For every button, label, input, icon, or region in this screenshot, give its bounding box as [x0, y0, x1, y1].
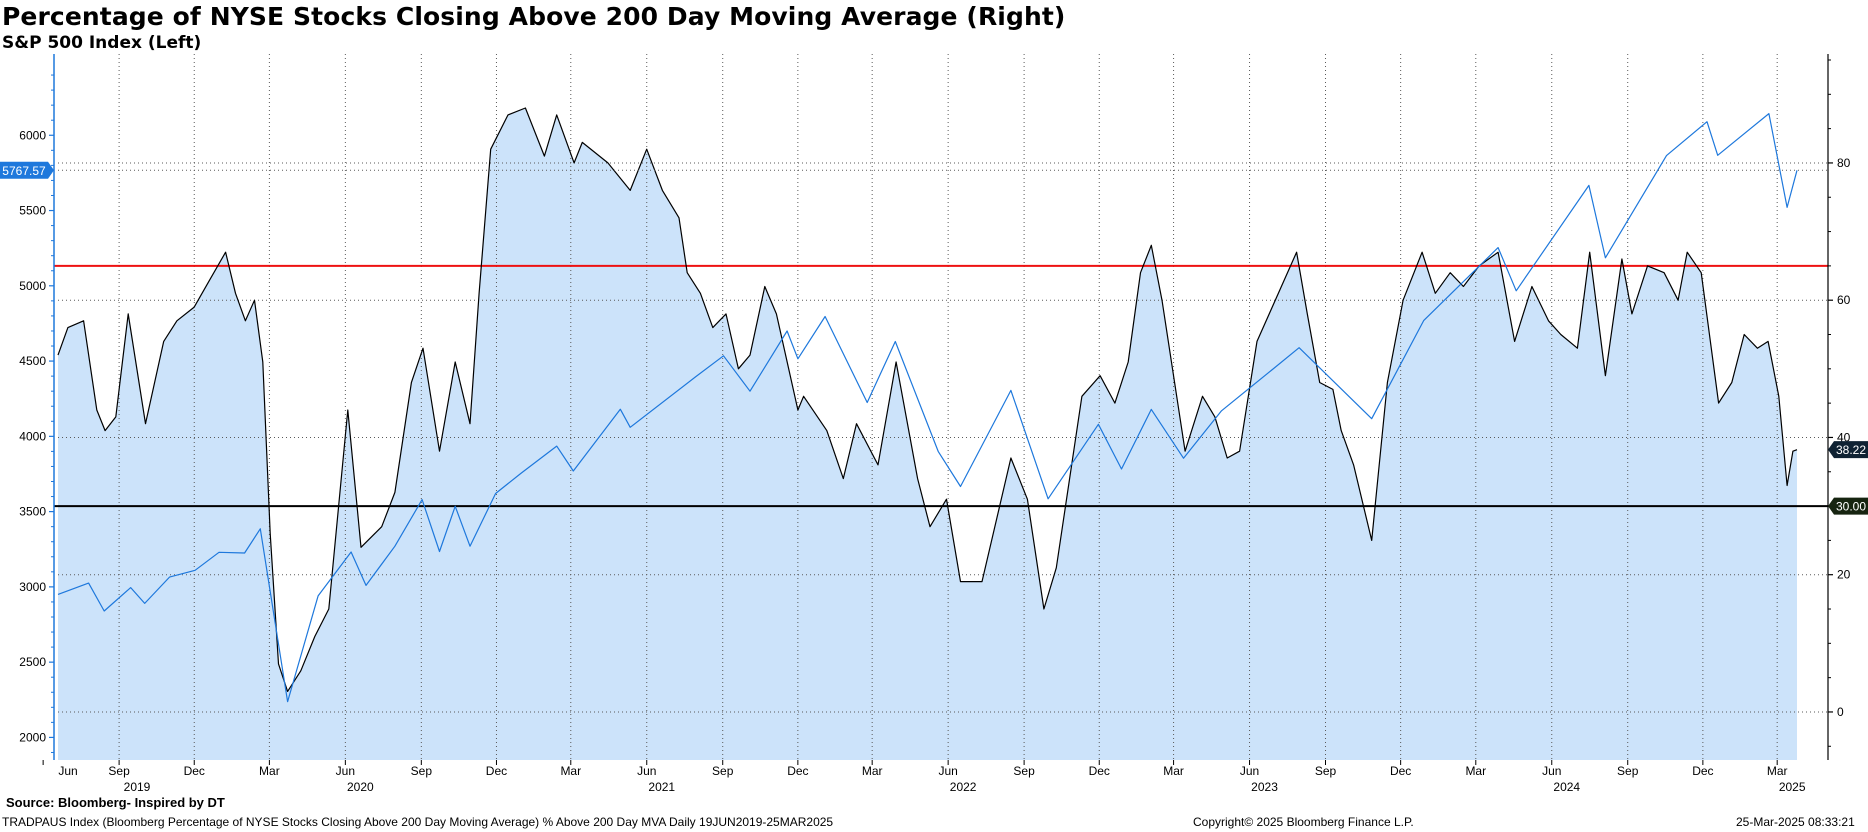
last-value-tag-pct: 38.22: [1836, 443, 1866, 457]
series-line-pct-above-200dma: [57, 107, 1798, 692]
x-axis-month-label-22: Dec: [1692, 764, 1713, 778]
x-axis-year-label-2022: 2022: [950, 780, 977, 794]
x-axis-month-label-9: Sep: [712, 764, 734, 778]
x-axis-month-label-1: Sep: [108, 764, 130, 778]
x-axis-month-label-14: Dec: [1089, 764, 1110, 778]
last-value-tag-spx-bg: [0, 161, 54, 179]
right-axis-tick-label-20: 20: [1837, 568, 1851, 582]
x-axis-year-label-2023: 2023: [1251, 780, 1278, 794]
x-axis-year-label-2024: 2024: [1553, 780, 1580, 794]
x-axis-month-label-19: Mar: [1465, 764, 1486, 778]
x-axis-month-label-20: Jun: [1542, 764, 1561, 778]
last-value-tag-spx: 5767.57: [2, 164, 46, 178]
x-axis-month-label-15: Mar: [1163, 764, 1184, 778]
reference-tag-30-bg: [1828, 497, 1868, 515]
x-axis-month-label-11: Mar: [862, 764, 883, 778]
last-value-tag-pct-bg: [1828, 441, 1868, 459]
x-axis-month-label-12: Jun: [938, 764, 957, 778]
left-axis-tick-label-3000: 3000: [19, 580, 46, 594]
right-axis-tick-label-40: 40: [1837, 430, 1851, 444]
right-axis-tick-label-60: 60: [1837, 293, 1851, 307]
x-axis-month-label-2: Dec: [184, 764, 205, 778]
left-axis-tick-label-4000: 4000: [19, 429, 46, 443]
x-axis-year-label-2025: 2025: [1779, 780, 1806, 794]
left-axis-tick-label-5500: 5500: [19, 204, 46, 218]
x-axis-month-label-17: Sep: [1315, 764, 1337, 778]
x-axis-month-label-3: Mar: [259, 764, 280, 778]
x-axis-year-label-2019: 2019: [124, 780, 151, 794]
right-axis-tick-label-0: 0: [1837, 705, 1844, 719]
x-axis-month-label-7: Mar: [560, 764, 581, 778]
x-axis-month-label-8: Jun: [637, 764, 656, 778]
left-axis-tick-label-4500: 4500: [19, 354, 46, 368]
left-axis-tick-label-2000: 2000: [19, 730, 46, 744]
right-axis-tick-label-80: 80: [1837, 156, 1851, 170]
x-axis-month-label-16: Jun: [1240, 764, 1259, 778]
reference-tag-30: 30.00: [1836, 500, 1866, 514]
footer-timestamp: 25-Mar-2025 08:33:21: [1736, 815, 1855, 829]
left-axis-tick-label-3500: 3500: [19, 505, 46, 519]
x-axis-month-label-21: Sep: [1617, 764, 1639, 778]
pct-area-fill: [58, 108, 1797, 760]
x-axis-month-label-13: Sep: [1013, 764, 1035, 778]
x-axis-month-label-4: Jun: [336, 764, 355, 778]
x-axis-month-label-5: Sep: [411, 764, 433, 778]
x-axis-month-label-6: Dec: [486, 764, 507, 778]
chart-subtitle: S&P 500 Index (Left): [2, 33, 202, 53]
x-axis-month-label-18: Dec: [1390, 764, 1411, 778]
footer-copyright: Copyright© 2025 Bloomberg Finance L.P.: [1193, 815, 1414, 829]
series-line-sp500: [57, 113, 1798, 703]
chart-plot: 2000 2500 3000 3500 4000 4500 5000 5500 6000 0 20 4…: [0, 54, 1868, 794]
chart-title: Percentage of NYSE Stocks Closing Above …: [2, 2, 1066, 31]
left-axis-tick-label-2500: 2500: [19, 655, 46, 669]
x-axis-month-label-10: Dec: [787, 764, 808, 778]
left-axis-tick-label-6000: 6000: [19, 128, 46, 142]
x-axis-year-label-2020: 2020: [347, 780, 374, 794]
footer-description: TRADPAUS Index (Bloomberg Percentage of …: [2, 815, 834, 829]
x-axis-month-label-23: Mar: [1767, 764, 1788, 778]
source-note: Source: Bloomberg- Inspired by DT: [6, 795, 225, 810]
x-axis-month-label-0: Jun: [58, 764, 77, 778]
left-axis-tick-label-5000: 5000: [19, 279, 46, 293]
x-axis-year-label-2021: 2021: [648, 780, 675, 794]
